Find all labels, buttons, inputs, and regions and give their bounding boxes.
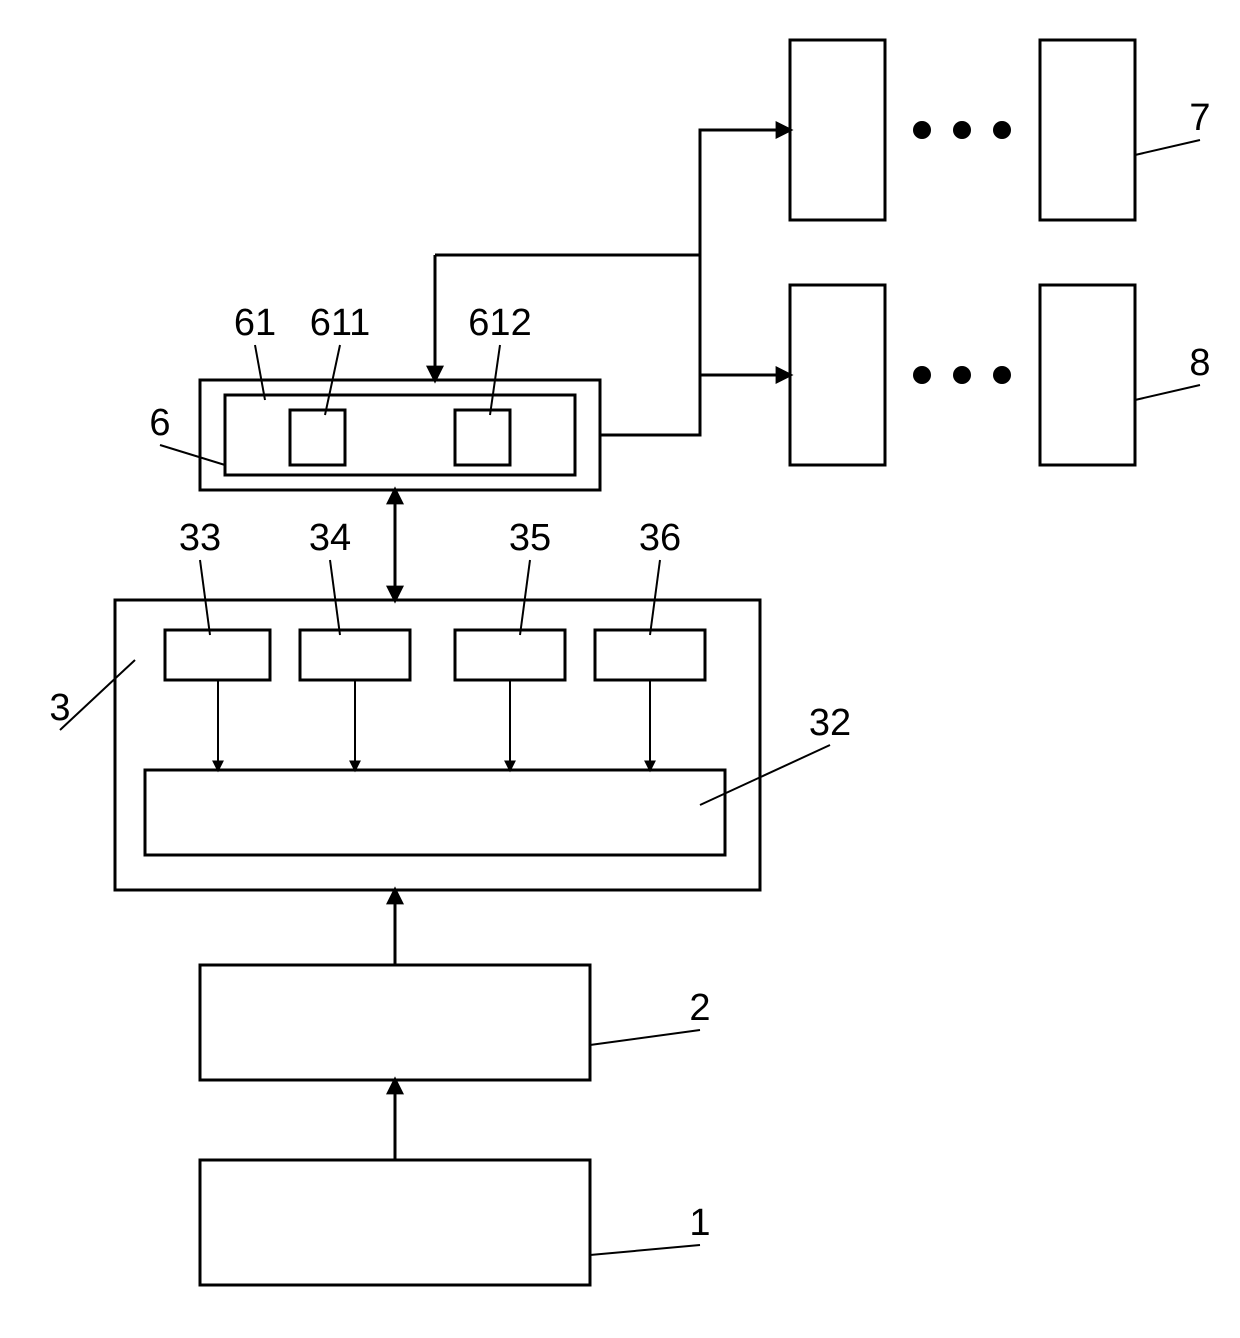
box-b2 xyxy=(200,965,590,1080)
route-branch_down xyxy=(700,255,790,375)
box-b32 xyxy=(145,770,725,855)
box-b35 xyxy=(455,630,565,680)
box-b1 xyxy=(200,1160,590,1285)
ellipsis-dot xyxy=(993,366,1011,384)
label-l33: 33 xyxy=(179,517,221,559)
box-b611 xyxy=(290,410,345,465)
leader-l34 xyxy=(330,560,340,635)
box-b8a xyxy=(790,285,885,465)
leader-l2 xyxy=(590,1030,700,1045)
label-l1: 1 xyxy=(689,1202,710,1244)
ellipsis-dot xyxy=(953,366,971,384)
box-b7b xyxy=(1040,40,1135,220)
label-l6: 6 xyxy=(149,402,170,444)
ellipsis-dot xyxy=(913,366,931,384)
leader-l61 xyxy=(255,345,265,400)
leader-l33 xyxy=(200,560,210,635)
box-b7a xyxy=(790,40,885,220)
label-l32: 32 xyxy=(809,702,851,744)
label-l3: 3 xyxy=(49,687,70,729)
leader-l8 xyxy=(1135,385,1200,400)
box-b8b xyxy=(1040,285,1135,465)
leader-l7 xyxy=(1135,140,1200,155)
label-l611: 611 xyxy=(310,302,371,344)
leader-l32 xyxy=(700,745,830,805)
box-b61 xyxy=(225,395,575,475)
box-b34 xyxy=(300,630,410,680)
ellipsis-dot xyxy=(913,121,931,139)
label-l8: 8 xyxy=(1189,342,1210,384)
label-l34: 34 xyxy=(309,517,351,559)
leader-l6 xyxy=(160,445,225,465)
label-l36: 36 xyxy=(639,517,681,559)
route-to7 xyxy=(435,255,700,435)
block-diagram: 1 2 3 32 33 34 35 36 6 61 611 612 7 8 xyxy=(0,0,1240,1338)
box-b612 xyxy=(455,410,510,465)
label-l612: 612 xyxy=(468,302,531,344)
leader-l1 xyxy=(590,1245,700,1255)
label-l61: 61 xyxy=(234,302,276,344)
label-l35: 35 xyxy=(509,517,551,559)
leader-l3 xyxy=(60,660,135,730)
box-b36 xyxy=(595,630,705,680)
label-l2: 2 xyxy=(689,987,710,1029)
leader-l35 xyxy=(520,560,530,635)
route-branch_up xyxy=(700,130,790,255)
box-b33 xyxy=(165,630,270,680)
leader-l36 xyxy=(650,560,660,635)
ellipsis-dot xyxy=(993,121,1011,139)
ellipsis-dot xyxy=(953,121,971,139)
label-l7: 7 xyxy=(1189,97,1210,139)
box-b3 xyxy=(115,600,760,890)
